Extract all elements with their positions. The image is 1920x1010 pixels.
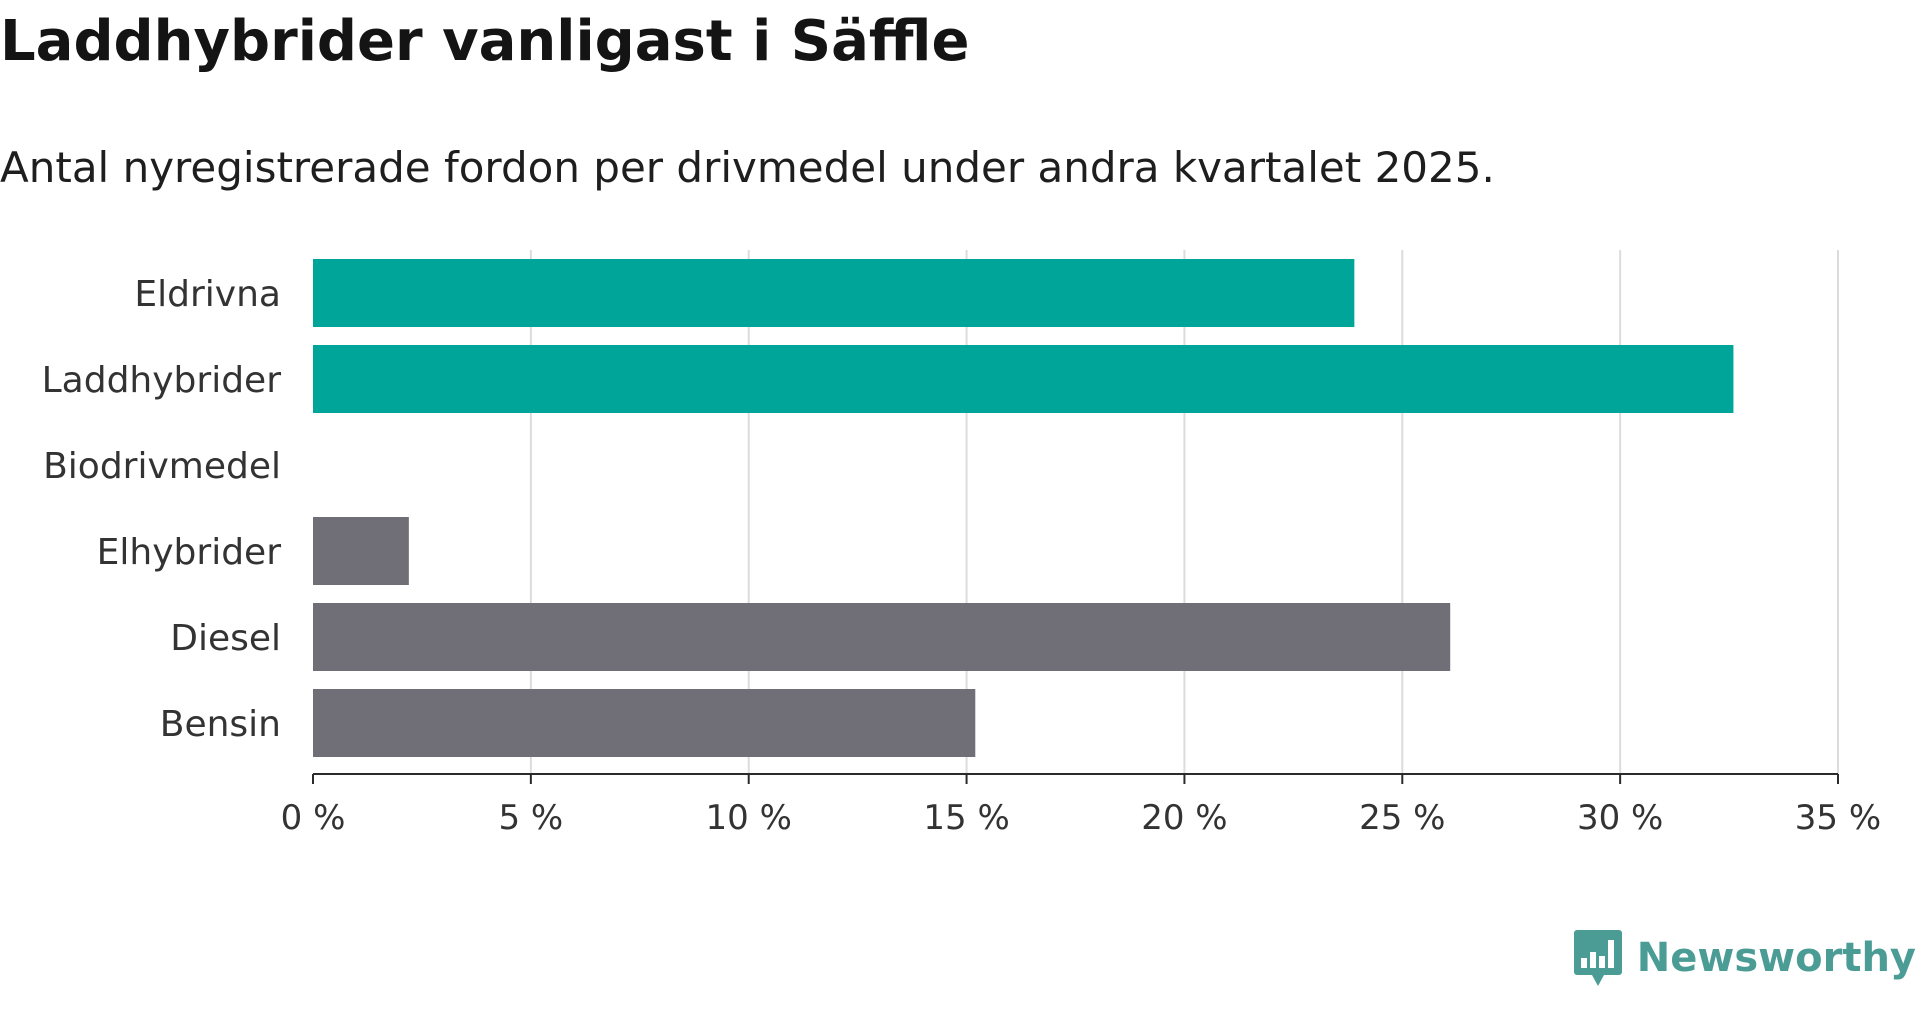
x-tick-label: 5 % (498, 798, 563, 838)
x-tick-label: 10 % (706, 798, 792, 838)
bars (313, 259, 1734, 757)
logo-bar-1 (1580, 958, 1587, 968)
bar-eldrivna (313, 259, 1355, 327)
category-labels: Eldrivna Laddhybrider Biodrivmedel Elhybrid… (42, 274, 282, 745)
brand-name: Newsworthy (1636, 935, 1916, 981)
gridlines (529, 250, 1839, 774)
x-tick-label: 35 % (1795, 798, 1881, 838)
bar-laddhybrider (313, 345, 1734, 413)
category-label: Biodrivmedel (43, 446, 281, 487)
chart-subtitle: Antal nyregistrerade fordon per drivmede… (0, 143, 1495, 192)
category-label: Eldrivna (134, 274, 281, 315)
x-tick-label: 20 % (1141, 798, 1227, 838)
brand-logo: Newsworthy (1573, 928, 1916, 988)
logo-bar-2 (1589, 952, 1596, 968)
bar-elhybrider (313, 517, 409, 585)
bar-diesel (313, 603, 1451, 671)
category-label: Elhybrider (97, 532, 282, 573)
newsworthy-bar-chart-icon (1573, 930, 1622, 986)
x-axis: 0 % 5 % 10 % 15 % 20 % 25 % 30 % 35 % (281, 773, 1881, 838)
x-tick-label: 25 % (1359, 798, 1445, 838)
logo-bar-4 (1607, 940, 1614, 968)
chart-title: Laddhybrider vanligast i Säffle (0, 9, 970, 74)
bar-bensin (313, 689, 976, 757)
x-tick-label: 30 % (1577, 798, 1663, 838)
logo-bar-3 (1598, 956, 1605, 968)
x-tick-label: 15 % (923, 798, 1009, 838)
category-label: Bensin (160, 704, 281, 745)
x-tick-label: 0 % (281, 798, 346, 838)
category-label: Laddhybrider (42, 360, 282, 401)
category-label: Diesel (170, 618, 281, 659)
